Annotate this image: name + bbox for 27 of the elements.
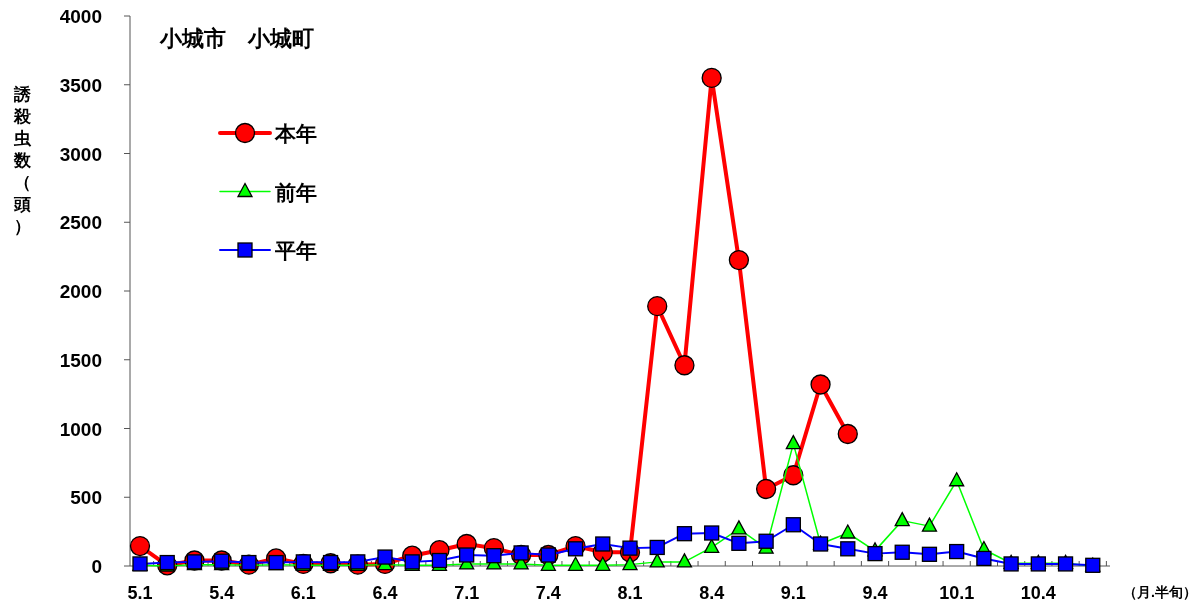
x-tick-label: 8.4 <box>699 583 725 603</box>
x-axis-title: （月.半旬） <box>1123 584 1197 600</box>
x-tick-label: 9.4 <box>862 583 888 603</box>
y-tick-label: 2000 <box>59 281 102 302</box>
x-tick-label: 10.1 <box>939 583 975 603</box>
y-tick-label: 1500 <box>59 349 102 371</box>
x-tick-label: 9.1 <box>780 583 806 603</box>
x-tick-label: 8.1 <box>617 583 643 603</box>
y-tick-label: 3500 <box>59 74 102 96</box>
legend-label: 本年 <box>274 122 317 145</box>
x-tick-label: 7.1 <box>454 583 480 603</box>
y-tick-label: 500 <box>70 487 102 509</box>
x-tick-label: 6.4 <box>372 583 398 603</box>
x-tick-label: 7.4 <box>535 583 561 603</box>
y-tick-label: 0 <box>91 556 102 577</box>
y-axis-title: 誘殺虫数（頭） <box>12 85 32 236</box>
legend-label: 平年 <box>274 239 317 262</box>
legend-label: 前年 <box>274 180 317 204</box>
x-tick-label: 5.4 <box>209 583 235 603</box>
x-tick-label: 5.1 <box>127 583 153 603</box>
y-tick-label: 2500 <box>59 212 102 234</box>
y-tick-label: 1000 <box>59 418 102 440</box>
y-tick-label: 4000 <box>59 6 102 27</box>
x-tick-label: 10.4 <box>1020 583 1056 603</box>
x-tick-label: 6.1 <box>290 583 316 603</box>
y-tick-label: 3000 <box>59 143 102 165</box>
text: 小城市 小城町 <box>159 26 314 51</box>
